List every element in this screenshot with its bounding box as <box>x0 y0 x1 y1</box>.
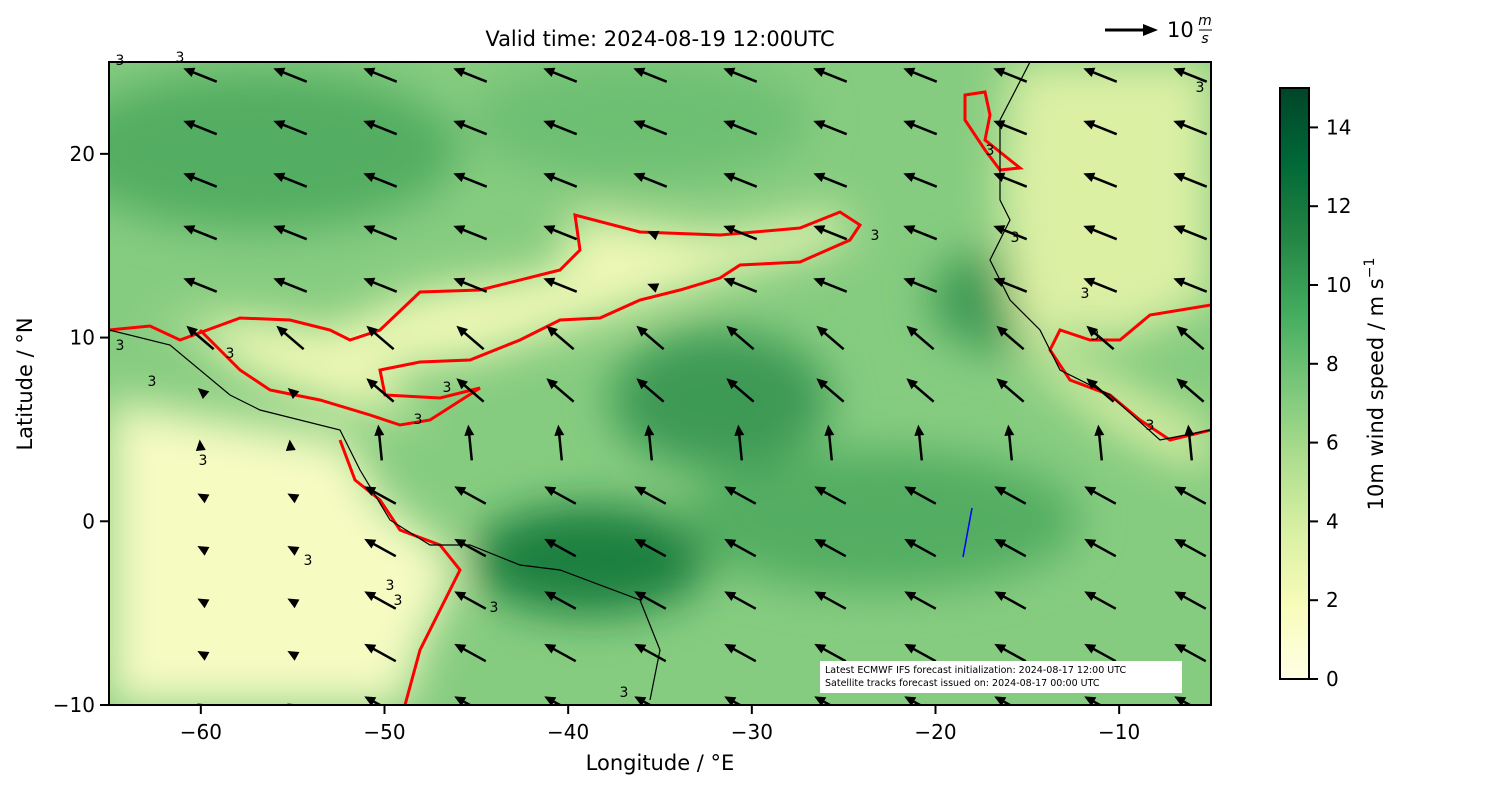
y-tick-label: 10 <box>70 326 95 350</box>
colorbar-label: 10m wind speed / m s−1 <box>1362 258 1388 511</box>
contour-label: 3 <box>443 380 452 396</box>
contour-label: 3 <box>394 593 403 609</box>
contour-label: 3 <box>176 50 185 66</box>
contour-label: 3 <box>304 553 313 569</box>
x-tick-label: −20 <box>914 720 956 744</box>
x-tick-label: −40 <box>547 720 589 744</box>
colorbar-label-exponent: −1 <box>1362 258 1378 279</box>
colorbar-label-text: 10m wind speed / m s <box>1364 278 1388 510</box>
contour-label: 3 <box>1011 230 1020 246</box>
contour-label: 3 <box>1146 418 1155 434</box>
contour-label: 3 <box>226 346 235 362</box>
y-axis-label: Latitude / °N <box>13 317 37 450</box>
contour-label: 3 <box>148 374 157 390</box>
colorbar-tick-label: 14 <box>1326 115 1351 139</box>
contour-label: 3 <box>386 578 395 594</box>
contour-label: 3 <box>414 412 423 428</box>
key-value: 10 <box>1167 18 1194 42</box>
colorbar-tick-label: 6 <box>1326 431 1339 455</box>
wind-arrow <box>293 706 295 707</box>
colorbar-tick-label: 2 <box>1326 588 1339 612</box>
annotation: Satellite tracks forecast issued on: 202… <box>825 678 1100 689</box>
contour-label: 3 <box>1196 80 1205 96</box>
contour-label: 3 <box>620 685 629 701</box>
key-arrow-head <box>1143 24 1158 36</box>
key-unit: m <box>1198 13 1212 29</box>
annotation-box: Latest ECMWF IFS forecast initialization… <box>820 661 1182 693</box>
x-tick-label: −50 <box>363 720 405 744</box>
contour-label: 3 <box>986 143 995 159</box>
contour-label: 3 <box>116 53 125 69</box>
colorbar-tick-label: 10 <box>1326 273 1351 297</box>
wind-arrow <box>203 706 205 707</box>
x-axis-label: Longitude / °E <box>586 751 735 775</box>
title: Valid time: 2024-08-19 12:00UTC <box>485 27 834 51</box>
wind-field <box>60 60 1211 714</box>
contour-label: 3 <box>490 600 499 616</box>
y-tick-label: −10 <box>53 693 95 717</box>
y-tick-label: 20 <box>70 142 95 166</box>
contour-label: 3 <box>116 338 125 354</box>
quiver-key: 10 m s <box>1105 13 1212 47</box>
contour-label: 3 <box>871 228 880 244</box>
annotation: Latest ECMWF IFS forecast initialization… <box>825 665 1126 676</box>
x-tick-label: −10 <box>1098 720 1140 744</box>
colorbar: 10m wind speed / m s−1 0 2 4 6 8 10 12 14 <box>1280 88 1388 691</box>
contour-label: 3 <box>1091 328 1100 344</box>
contour-label: 3 <box>199 453 208 469</box>
colorbar-scale <box>1280 88 1309 679</box>
key-unit: s <box>1201 31 1208 47</box>
colorbar-tick-label: 8 <box>1326 352 1339 376</box>
x-tick-label: −30 <box>731 720 773 744</box>
contour-label: 3 <box>1081 286 1090 302</box>
colorbar-tick-label: 0 <box>1326 667 1339 691</box>
colorbar-tick-label: 12 <box>1326 194 1351 218</box>
x-tick-label: −60 <box>180 720 222 744</box>
colorbar-tick-label: 4 <box>1326 509 1339 533</box>
y-tick-label: 0 <box>82 509 95 533</box>
